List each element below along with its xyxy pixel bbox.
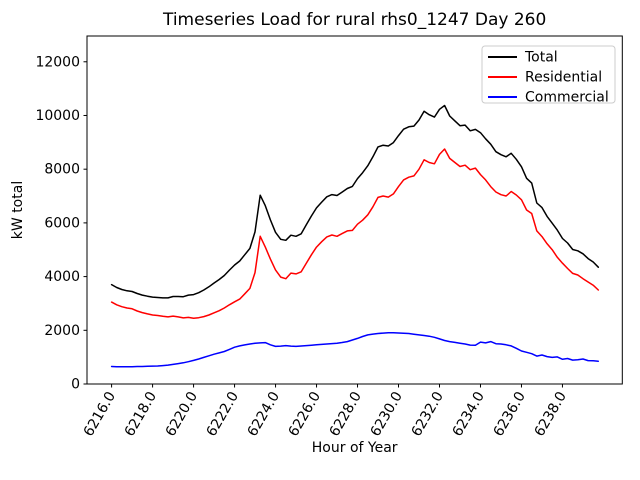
legend-label-total: Total — [524, 50, 558, 66]
y-tick-label: 0 — [71, 377, 80, 393]
y-tick-label: 10000 — [35, 108, 80, 124]
series-line-residential — [110, 148, 600, 319]
legend-label-commercial: Commercial — [525, 90, 609, 106]
series-lines — [110, 104, 600, 368]
chart-title: Timeseries Load for rural rhs0_1247 Day … — [162, 10, 546, 30]
y-tick-label: 4000 — [44, 269, 80, 285]
y-tick-label: 8000 — [44, 162, 80, 178]
legend-box — [481, 45, 616, 104]
y-axis: 0 2000 4000 6000 8000 10000 12000 — [35, 54, 87, 393]
legend: Total Residential Commercial — [481, 45, 616, 106]
series-line-total — [110, 104, 600, 299]
legend-label-residential: Residential — [525, 70, 602, 86]
x-axis-label: Hour of Year — [312, 440, 398, 456]
y-tick-label: 12000 — [35, 54, 80, 70]
series-line-commercial — [110, 331, 600, 368]
y-tick-label: 2000 — [44, 323, 80, 339]
y-tick-label: 6000 — [44, 215, 80, 231]
y-axis-label: kW total — [10, 181, 26, 239]
